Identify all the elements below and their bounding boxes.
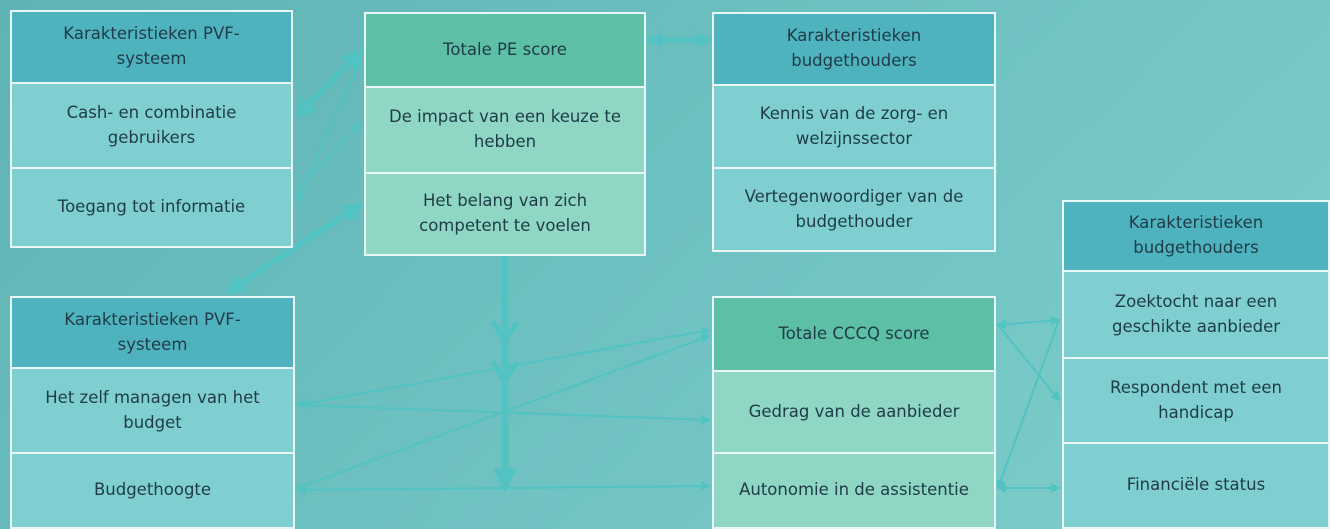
box-item: Het belang van zich competent te voelen <box>366 172 644 254</box>
box-item: Vertegenwoordiger van de budgethouder <box>714 167 994 250</box>
box-header: Karakteristieken PVF-systeem <box>12 298 293 367</box>
box-item: Het zelf managen van het budget <box>12 367 293 452</box>
box-header: Totale CCCQ score <box>714 298 994 370</box>
box-item: Budgethoogte <box>12 452 293 527</box>
box-header: Karakteristieken budgethouders <box>1064 202 1328 270</box>
box-item: De impact van een keuze te hebben <box>366 86 644 172</box>
box-header: Totale PE score <box>366 14 644 86</box>
box-header: Karakteristieken PVF-systeem <box>12 12 291 82</box>
box-item: Toegang tot informatie <box>12 167 291 246</box>
box-item: Autonomie in de assistentie <box>714 452 994 527</box>
box-item: Cash- en combinatie gebruikers <box>12 82 291 167</box>
box-item: Financiële status <box>1064 442 1328 527</box>
box-item: Kennis van de zorg- en welzijnssector <box>714 84 994 167</box>
box-item: Respondent met een handicap <box>1064 357 1328 442</box>
box-item: Zoektocht naar een geschikte aanbieder <box>1064 270 1328 357</box>
box-item: Gedrag van de aanbieder <box>714 370 994 452</box>
box-header: Karakteristieken budgethouders <box>714 14 994 84</box>
page: Karakteristieken PVF-systeemCash- en com… <box>0 0 1330 529</box>
